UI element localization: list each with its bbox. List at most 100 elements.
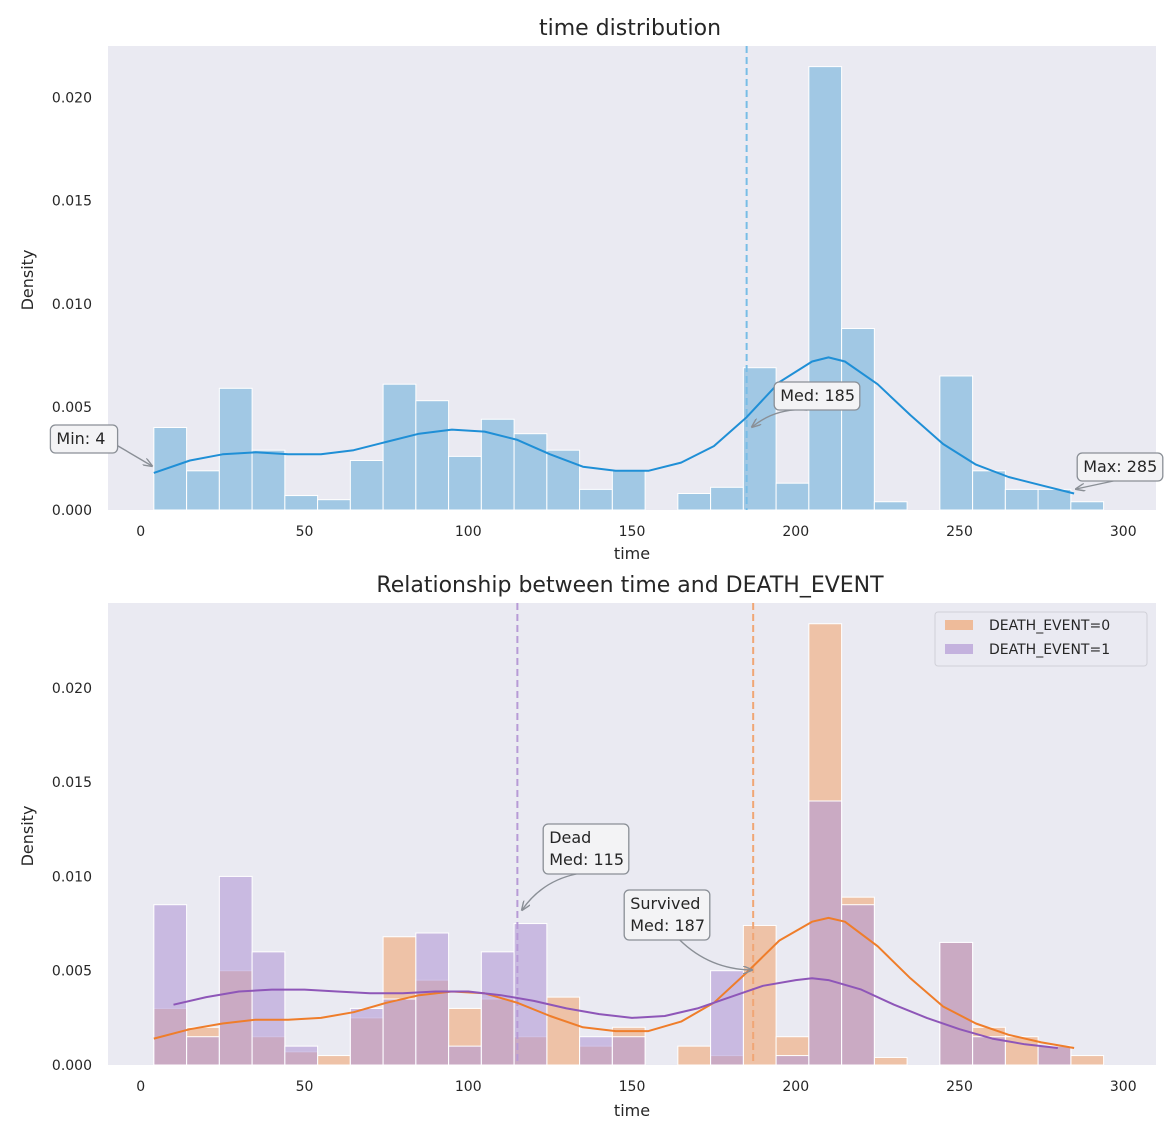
y-tick-label: 0.020 (52, 91, 92, 107)
x-tick-label: 250 (946, 524, 973, 540)
histogram-bar (284, 495, 319, 511)
histogram-bar (1070, 1055, 1105, 1066)
histogram-bar (218, 875, 253, 1066)
y-axis-label: Density (18, 806, 37, 867)
y-axis-label: Density (18, 250, 37, 311)
legend-label: DEATH_EVENT=1 (989, 642, 1110, 658)
histogram-bar (841, 328, 875, 511)
histogram-bar (284, 1045, 319, 1066)
line-layer (153, 603, 1075, 1065)
kde-curve (173, 977, 1058, 1049)
histogram-bar (972, 470, 1006, 511)
annotation-arrow (679, 939, 752, 970)
chart-title: time distribution (539, 16, 721, 41)
histogram-bar (808, 66, 843, 511)
histogram-bar (1037, 1045, 1072, 1066)
histogram-bar (579, 1036, 613, 1066)
histogram-bar (775, 482, 810, 511)
histogram-bar (939, 941, 974, 1066)
histogram-bar (317, 499, 351, 511)
annotation-box (773, 381, 861, 411)
legend-swatch (945, 644, 973, 654)
histogram-bar (480, 951, 515, 1066)
x-tick-label: 0 (136, 524, 145, 540)
x-axis-label: time (614, 1101, 650, 1120)
histogram-bar (513, 923, 548, 1066)
histogram-bar (611, 1036, 646, 1066)
line-layer (153, 46, 1075, 510)
x-tick-label: 100 (455, 1079, 482, 1095)
x-tick-labels: 0 50 100 150 200 250 300 (136, 1079, 1136, 1095)
y-tick-label: 0.015 (52, 194, 92, 210)
histogram-bar (611, 470, 646, 511)
y-tick-label: 0.005 (52, 400, 92, 416)
legend-swatch (945, 620, 973, 630)
annotation-text: Dead (549, 828, 591, 847)
x-tick-label: 50 (296, 524, 314, 540)
x-tick-labels: 0 50 100 150 200 250 300 (136, 524, 1136, 540)
histogram-bar (742, 924, 777, 1066)
annotations: Dead Med: 115 Survived Med: 187 (522, 823, 752, 970)
y-tick-label: 0.000 (52, 1058, 92, 1074)
histogram-bar (1004, 488, 1039, 511)
annotation-text: Max: 285 (1083, 457, 1157, 476)
histogram-bars (153, 66, 1105, 511)
histogram-bar (251, 951, 286, 1066)
annotation-box (623, 889, 711, 941)
histogram-bar (677, 1045, 712, 1066)
histogram-bar (186, 1036, 220, 1066)
histogram-bar (415, 932, 450, 1066)
y-tick-label: 0.005 (52, 964, 92, 980)
histogram-bar (218, 387, 253, 511)
x-tick-label: 100 (455, 524, 482, 540)
annotation-arrow (1076, 480, 1114, 489)
x-tick-label: 200 (782, 1079, 809, 1095)
x-tick-label: 300 (1110, 1079, 1137, 1095)
histogram-bar (448, 1045, 482, 1066)
plot-area (108, 46, 1156, 510)
kde-curve (153, 916, 1075, 1049)
annotation-box (542, 823, 630, 875)
y-tick-label: 0.010 (52, 297, 92, 313)
y-tick-labels: 0.000 0.005 0.010 0.015 0.020 (52, 91, 92, 519)
x-axis-label: time (614, 544, 650, 563)
annotation-box (49, 424, 119, 454)
histogram-bar (710, 970, 744, 1066)
histogram-bar (448, 455, 482, 511)
histogram-bar (317, 1055, 351, 1066)
y-tick-label: 0.020 (52, 681, 92, 697)
histogram-bar (677, 493, 712, 511)
histogram-bar (349, 460, 384, 511)
x-tick-label: 50 (296, 1079, 314, 1095)
annotations: Min: 4 Med: 185 Max: 285 (49, 381, 1164, 489)
chart-title: Relationship between time and DEATH_EVEN… (376, 573, 884, 598)
annotation-arrow (117, 445, 152, 466)
annotation-text: Med: 185 (780, 386, 855, 405)
x-tick-label: 0 (136, 1079, 145, 1095)
histogram-bar (939, 375, 974, 511)
y-tick-label: 0.000 (52, 503, 92, 519)
legend-label: DEATH_EVENT=0 (989, 618, 1110, 634)
histogram-bar (382, 383, 417, 511)
y-tick-label: 0.010 (52, 869, 92, 885)
x-tick-label: 300 (1110, 524, 1137, 540)
legend: DEATH_EVENT=0 DEATH_EVENT=1 (934, 611, 1148, 667)
chart-panel-time-distribution: time distribution 0 50 100 150 200 250 300 0.0… (18, 16, 1164, 563)
annotation-arrow (522, 873, 577, 910)
histogram-bar (972, 1036, 1006, 1066)
histogram-bar (186, 470, 220, 511)
histogram-bar (710, 486, 744, 511)
histogram-bar (251, 449, 286, 511)
histogram-bar (415, 400, 450, 511)
histogram-bar (579, 488, 613, 511)
histogram-bars (153, 623, 1105, 1066)
histogram-bar (808, 800, 843, 1066)
histogram-bar (382, 998, 417, 1066)
x-tick-label: 150 (619, 524, 646, 540)
histogram-bar (775, 1055, 810, 1066)
histogram-bar (873, 1056, 908, 1066)
y-tick-labels: 0.000 0.005 0.010 0.015 0.020 (52, 681, 92, 1074)
histogram-bar (1070, 501, 1105, 511)
x-tick-label: 200 (782, 524, 809, 540)
